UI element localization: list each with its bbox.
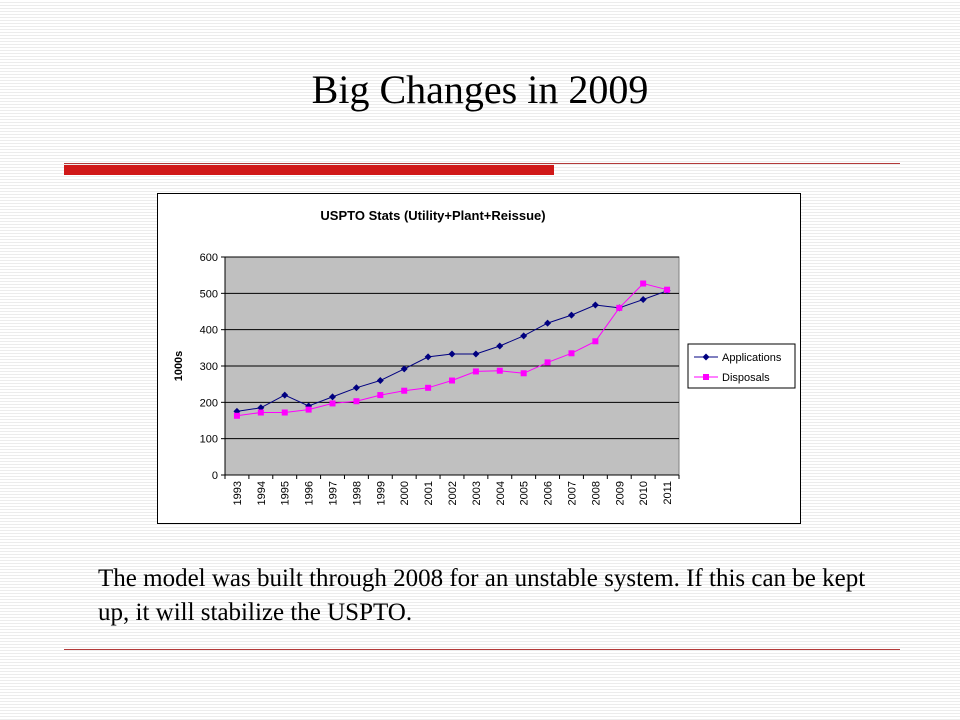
legend-marker [703, 374, 709, 380]
x-tick-label: 1997 [328, 481, 340, 505]
data-point-applications [544, 319, 552, 327]
legend-box [687, 343, 796, 389]
data-point-applications [233, 407, 241, 415]
x-tick-label: 2009 [614, 481, 626, 505]
data-point-disposals [257, 409, 264, 416]
x-tick-label: 2006 [543, 481, 555, 505]
data-point-disposals [640, 280, 647, 287]
y-tick-label: 0 [212, 470, 218, 482]
data-point-applications [567, 311, 575, 319]
data-point-disposals [329, 400, 336, 407]
data-point-applications [424, 353, 432, 361]
data-point-disposals [496, 367, 503, 374]
y-tick-label: 300 [200, 361, 218, 373]
x-tick-label: 2005 [519, 481, 531, 505]
x-tick-label: 2011 [662, 481, 674, 505]
y-tick-label: 100 [200, 434, 218, 446]
data-point-applications [520, 332, 528, 340]
data-point-disposals [353, 398, 360, 405]
bottom-divider-line [64, 649, 900, 650]
data-point-applications [376, 377, 384, 385]
data-point-applications [281, 391, 289, 399]
x-tick-label: 2002 [447, 481, 459, 505]
x-tick-label: 1994 [256, 481, 268, 505]
data-point-disposals [472, 368, 479, 375]
data-point-applications [639, 296, 647, 304]
data-point-applications [472, 350, 480, 358]
x-tick-label: 1993 [232, 481, 244, 505]
x-tick-label: 1996 [304, 481, 316, 505]
x-tick-label: 1999 [375, 481, 387, 505]
line-chart: USPTO Stats (Utility+Plant+Reissue) 0 100 2… [173, 208, 796, 505]
x-tick-label: 2004 [495, 481, 507, 505]
legend-label: Disposals [722, 372, 770, 384]
data-point-disposals [449, 377, 455, 384]
y-tick-label: 600 [200, 252, 218, 264]
data-point-applications [448, 350, 456, 358]
y-tick-label: 200 [200, 397, 218, 409]
data-point-applications [329, 393, 337, 401]
data-point-disposals [544, 359, 551, 366]
data-point-applications [400, 365, 408, 373]
chart-container: USPTO Stats (Utility+Plant+Reissue) 0 100 2… [157, 193, 801, 524]
data-point-applications [591, 301, 599, 309]
y-tick-label: 500 [200, 288, 218, 300]
data-point-disposals [377, 392, 384, 399]
legend-label: Applications [722, 352, 782, 364]
x-tick-label: 2003 [471, 481, 483, 505]
data-point-applications [352, 384, 360, 392]
data-point-disposals [568, 350, 575, 357]
data-point-disposals [401, 387, 408, 394]
data-point-disposals [616, 304, 623, 311]
slide-body-text: The model was built through 2008 for an … [98, 565, 866, 626]
data-point-applications [496, 342, 504, 350]
x-tick-label: 2007 [566, 481, 578, 505]
y-axis-label: 1000s [173, 351, 185, 382]
data-point-disposals [664, 286, 671, 293]
chart-title: USPTO Stats (Utility+Plant+Reissue) [320, 208, 545, 223]
accent-red-bar [64, 165, 554, 175]
data-point-disposals [233, 412, 240, 419]
legend-marker [702, 353, 710, 361]
data-point-disposals [592, 338, 599, 345]
data-point-disposals [520, 370, 527, 377]
data-point-disposals [425, 384, 432, 391]
x-tick-label: 2010 [638, 481, 650, 505]
top-divider-line [64, 163, 900, 164]
x-tick-label: 2000 [399, 481, 411, 505]
x-tick-label: 1998 [351, 481, 363, 505]
slide-title: Big Changes in 2009 [311, 67, 649, 112]
x-tick-label: 1995 [280, 481, 292, 505]
x-tick-label: 2001 [423, 481, 435, 505]
y-tick-label: 400 [200, 325, 218, 337]
data-point-disposals [305, 406, 312, 413]
data-point-disposals [281, 409, 288, 416]
x-tick-label: 2008 [590, 481, 602, 505]
